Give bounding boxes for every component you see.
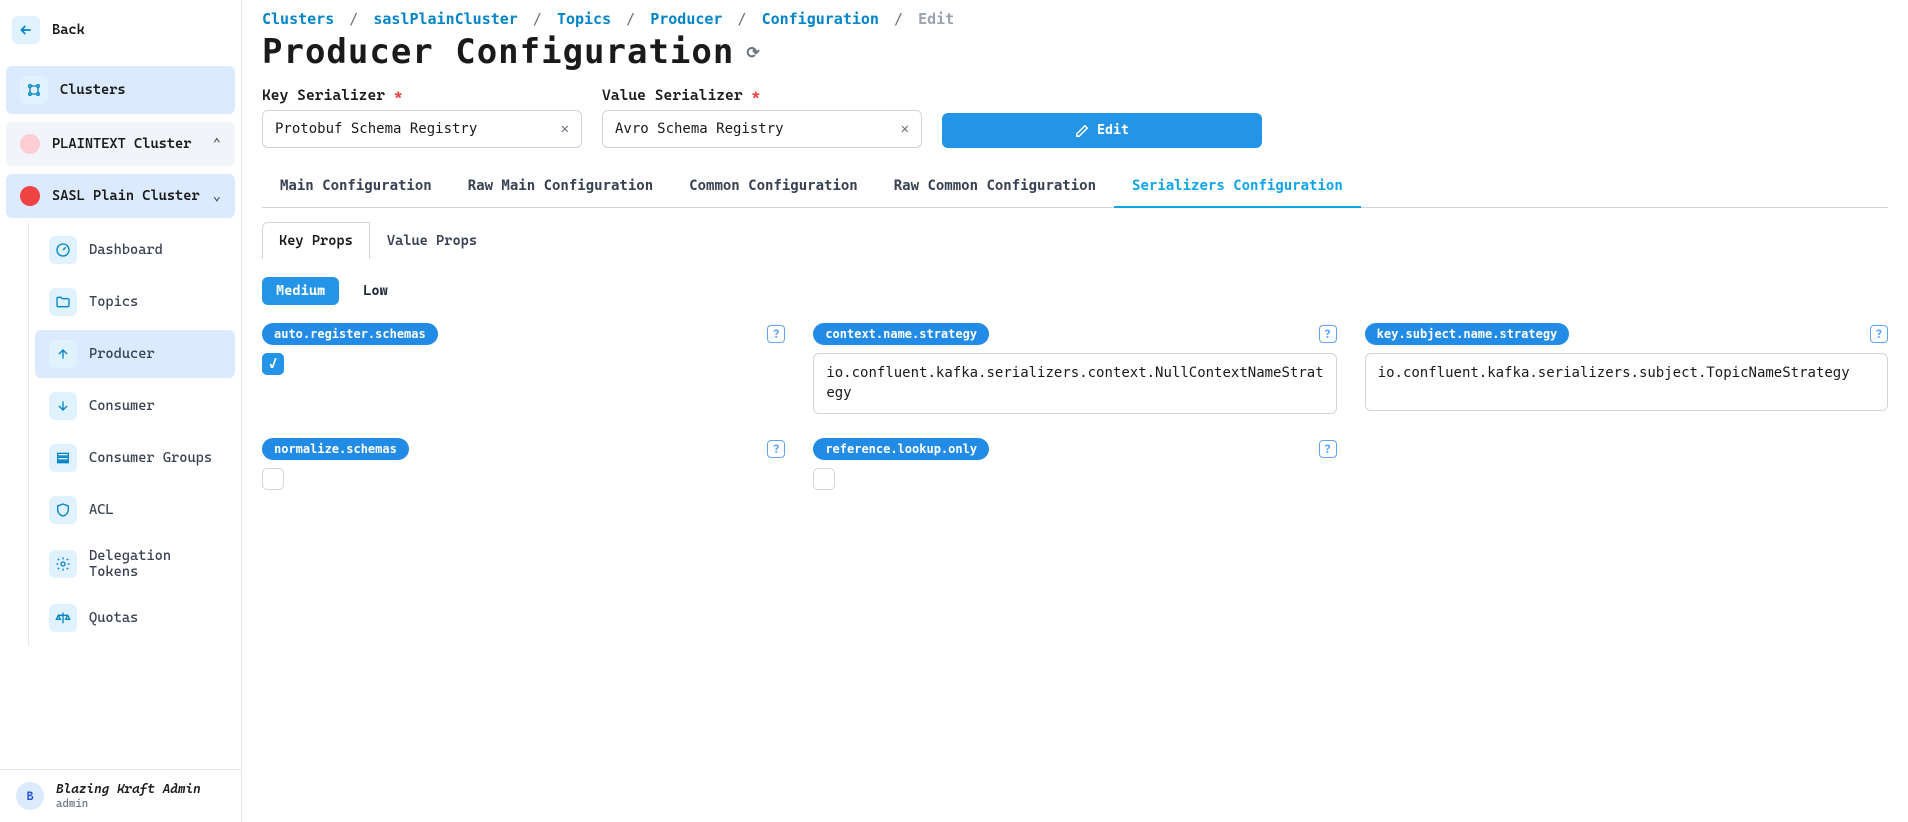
subtab-key-props[interactable]: Key Props — [262, 222, 370, 259]
clusters-icon — [20, 76, 48, 104]
list-icon — [49, 444, 77, 472]
prop-label: context.name.strategy — [813, 323, 989, 345]
subnav-quotas-label: Quotas — [89, 610, 221, 626]
value-serializer-value: Avro Schema Registry — [615, 121, 784, 137]
subnav-dashboard-label: Dashboard — [89, 242, 221, 258]
value-serializer-select[interactable]: Avro Schema Registry ✕ — [602, 110, 922, 148]
clear-icon[interactable]: ✕ — [901, 121, 909, 137]
back-label: Back — [52, 22, 85, 38]
folder-icon — [49, 288, 77, 316]
chevron-down-icon: ⌄ — [213, 188, 221, 204]
key-serializer-select[interactable]: Protobuf Schema Registry ✕ — [262, 110, 582, 148]
page-title: Producer Configuration ⟳ — [262, 32, 1888, 72]
breadcrumb-clusters[interactable]: Clusters — [262, 10, 334, 28]
cluster-sasl-label: SASL Plain Cluster — [52, 188, 201, 204]
subtab-value-props[interactable]: Value Props — [370, 222, 494, 259]
subnav-dashboard[interactable]: Dashboard — [35, 226, 235, 274]
prop-reference-lookup-only: reference.lookup.only ? — [813, 438, 1336, 490]
help-icon[interactable]: ? — [767, 440, 785, 458]
subnav: Dashboard Topics Producer Consumer Consu… — [28, 222, 241, 646]
subnav-consumer-groups[interactable]: Consumer Groups — [35, 434, 235, 482]
breadcrumb: Clusters / saslPlainCluster / Topics / P… — [262, 10, 1888, 28]
prop-label: reference.lookup.only — [813, 438, 989, 460]
prop-auto-register-schemas: auto.register.schemas ? ✓ — [262, 323, 785, 414]
serializer-form-row: Key Serializer * Protobuf Schema Registr… — [262, 86, 1888, 148]
input-context-strategy[interactable]: io.confluent.kafka.serializers.context.N… — [813, 353, 1336, 414]
checkbox-normalize[interactable] — [262, 468, 284, 490]
prop-normalize-schemas: normalize.schemas ? — [262, 438, 785, 490]
subnav-topics-label: Topics — [89, 294, 221, 310]
gauge-icon — [49, 236, 77, 264]
subnav-acl[interactable]: ACL — [35, 486, 235, 534]
tab-raw-main-config[interactable]: Raw Main Configuration — [450, 166, 671, 207]
config-tabs: Main Configuration Raw Main Configuratio… — [262, 166, 1888, 208]
subnav-delegation-tokens[interactable]: Delegation Tokens — [35, 538, 235, 590]
edit-button[interactable]: Edit — [942, 113, 1262, 148]
prop-label: normalize.schemas — [262, 438, 409, 460]
subnav-delegation-tokens-label: Delegation Tokens — [89, 548, 221, 580]
subnav-producer-label: Producer — [89, 346, 221, 362]
refresh-icon[interactable]: ⟳ — [746, 43, 760, 62]
subnav-consumer-label: Consumer — [89, 398, 221, 414]
subnav-topics[interactable]: Topics — [35, 278, 235, 326]
upload-icon — [49, 340, 77, 368]
sidebar-footer[interactable]: B Blazing Kraft Admin admin — [0, 769, 241, 822]
breadcrumb-edit: Edit — [918, 10, 954, 28]
prop-key-subject-name-strategy: key.subject.name.strategy ? io.confluent… — [1365, 323, 1888, 414]
prop-label: key.subject.name.strategy — [1365, 323, 1570, 345]
tab-main-config[interactable]: Main Configuration — [262, 166, 450, 207]
cluster-status-dot-icon — [20, 134, 40, 154]
main-content: Clusters / saslPlainCluster / Topics / P… — [242, 0, 1908, 822]
pill-medium[interactable]: Medium — [262, 277, 339, 305]
tab-common-config[interactable]: Common Configuration — [671, 166, 876, 207]
key-serializer-label: Key Serializer * — [262, 86, 582, 104]
key-serializer-value: Protobuf Schema Registry — [275, 121, 477, 137]
cluster-status-dot-icon — [20, 186, 40, 206]
help-icon[interactable]: ? — [1319, 440, 1337, 458]
subnav-acl-label: ACL — [89, 502, 221, 518]
user-name: Blazing Kraft Admin — [56, 782, 201, 797]
user-sub: admin — [56, 797, 201, 810]
props-grid: auto.register.schemas ? ✓ context.name.s… — [262, 323, 1888, 490]
pencil-icon — [1075, 124, 1089, 138]
nav-clusters-label: Clusters — [60, 82, 221, 98]
input-key-subject[interactable]: io.confluent.kafka.serializers.subject.T… — [1365, 353, 1888, 411]
help-icon[interactable]: ? — [1870, 325, 1888, 343]
help-icon[interactable]: ? — [1319, 325, 1337, 343]
nav-clusters[interactable]: Clusters — [6, 66, 235, 114]
subnav-consumer[interactable]: Consumer — [35, 382, 235, 430]
breadcrumb-topics[interactable]: Topics — [557, 10, 611, 28]
pill-low[interactable]: Low — [349, 277, 402, 305]
back-button[interactable]: Back — [0, 8, 241, 52]
prop-context-name-strategy: context.name.strategy ? io.confluent.kaf… — [813, 323, 1336, 414]
breadcrumb-producer[interactable]: Producer — [650, 10, 722, 28]
cluster-plaintext[interactable]: PLAINTEXT Cluster ⌃ — [6, 122, 235, 166]
value-serializer-label: Value Serializer * — [602, 86, 922, 104]
importance-filter: Medium Low — [262, 277, 1888, 305]
shield-icon — [49, 496, 77, 524]
checkbox-auto-register[interactable]: ✓ — [262, 353, 284, 375]
clear-icon[interactable]: ✕ — [561, 121, 569, 137]
back-arrow-icon — [12, 16, 40, 44]
cluster-plaintext-label: PLAINTEXT Cluster — [52, 136, 201, 152]
subnav-quotas[interactable]: Quotas — [35, 594, 235, 642]
prop-label: auto.register.schemas — [262, 323, 438, 345]
gear-icon — [49, 550, 77, 578]
props-subtabs: Key Props Value Props — [262, 222, 1888, 259]
chevron-up-icon: ⌃ — [213, 136, 221, 152]
subnav-producer[interactable]: Producer — [35, 330, 235, 378]
breadcrumb-cluster[interactable]: saslPlainCluster — [373, 10, 518, 28]
cluster-sasl[interactable]: SASL Plain Cluster ⌄ — [6, 174, 235, 218]
breadcrumb-configuration[interactable]: Configuration — [762, 10, 879, 28]
avatar: B — [16, 782, 44, 810]
checkbox-ref-lookup[interactable] — [813, 468, 835, 490]
subnav-consumer-groups-label: Consumer Groups — [89, 450, 221, 466]
scale-icon — [49, 604, 77, 632]
tab-serializers-config[interactable]: Serializers Configuration — [1114, 166, 1361, 208]
help-icon[interactable]: ? — [767, 325, 785, 343]
sidebar: Back Clusters PLAINTEXT Cluster ⌃ SASL P… — [0, 0, 242, 822]
tab-raw-common-config[interactable]: Raw Common Configuration — [876, 166, 1114, 207]
download-icon — [49, 392, 77, 420]
